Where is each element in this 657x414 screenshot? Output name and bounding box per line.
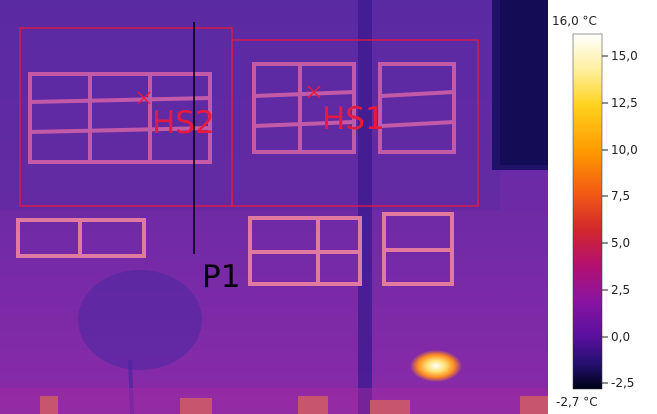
temperature-scale: 16,0 °C xyxy=(548,0,657,414)
sky-region-dark xyxy=(500,0,548,165)
hs1-label[interactable]: HS1 xyxy=(322,101,385,137)
scale-tick-label: 15,0 xyxy=(611,49,638,63)
tree-shadow xyxy=(78,270,202,370)
scale-colorbar xyxy=(572,33,608,390)
scale-tick-label: 0,0 xyxy=(611,330,631,344)
window-lower-middle xyxy=(248,216,362,286)
window-upper-middle xyxy=(252,62,356,154)
window-lower-left xyxy=(16,218,146,258)
scale-tick-label: 7,5 xyxy=(611,189,631,203)
scale-tick-label: 10,0 xyxy=(611,143,638,157)
scale-min-label: -2,7 °C xyxy=(556,395,598,409)
scale-tick-label: 2,5 xyxy=(611,283,631,297)
scale-max-label: 16,0 °C xyxy=(552,14,597,28)
hs2-marker-icon xyxy=(137,91,151,105)
hs1-marker-icon xyxy=(307,85,321,99)
hs1-box xyxy=(231,39,479,207)
p1-label[interactable]: P1 xyxy=(202,259,241,295)
ground-strip xyxy=(0,388,548,414)
thermal-canvas xyxy=(0,0,548,414)
hot-lamp xyxy=(410,350,462,382)
scale-tick-label: 12,5 xyxy=(611,96,638,110)
upper-wall xyxy=(0,0,500,210)
window-lower-right xyxy=(382,212,454,286)
hs2-label[interactable]: HS2 xyxy=(152,105,215,141)
scale-tick-label: -2,5 xyxy=(611,376,635,390)
window-upper-right xyxy=(378,62,456,154)
downpipe xyxy=(358,0,372,414)
thermal-image[interactable]: HS2 HS1 P1 xyxy=(0,0,548,414)
scale-tick-label: 5,0 xyxy=(611,236,631,250)
window-upper-left xyxy=(28,72,212,164)
